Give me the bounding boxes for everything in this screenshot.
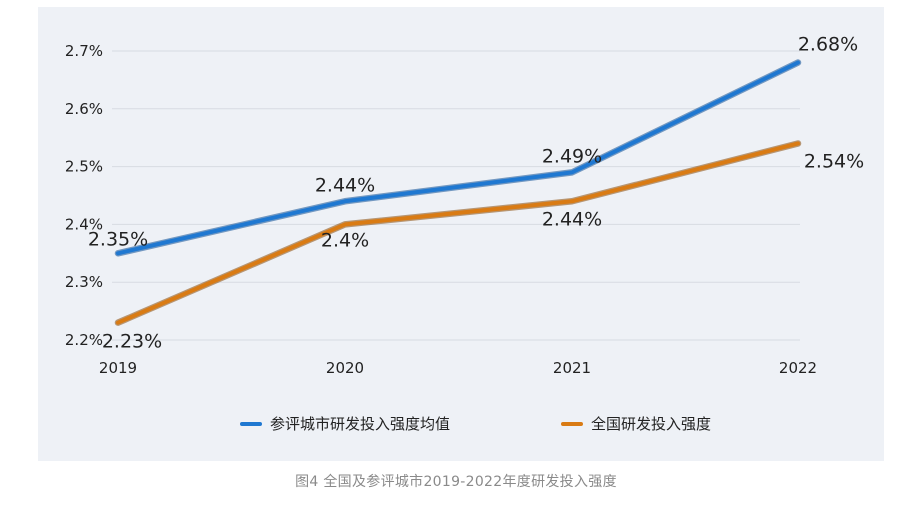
data-label: 2.44%: [542, 208, 602, 230]
x-tick-label: 2019: [99, 359, 137, 377]
data-label: 2.4%: [321, 229, 369, 251]
legend-item-series-2: 全国研发投入强度: [561, 413, 711, 434]
gridlines: [112, 50, 800, 341]
legend-swatch-series-1: [240, 421, 262, 426]
y-tick-label: 2.5%: [65, 158, 103, 176]
data-label: 2.44%: [315, 174, 375, 196]
y-tick-label: 2.7%: [65, 42, 103, 60]
line-chart: 2.2% 2.3% 2.4% 2.5% 2.6% 2.7% 2019 2020 2021 202…: [65, 34, 864, 377]
legend-swatch-series-2: [561, 421, 583, 426]
legend-label-series-2: 全国研发投入强度: [591, 415, 712, 433]
y-tick-label: 2.3%: [65, 273, 103, 291]
y-tick-label: 2.2%: [65, 331, 103, 349]
series-line-2: [116, 141, 800, 325]
figure-caption: 图4 全国及参评城市2019-2022年度研发投入强度: [295, 474, 617, 490]
data-labels: 2.35% 2.44% 2.49% 2.68% 2.23% 2.4% 2.44% 2.54%: [88, 34, 864, 353]
x-tick-label: 2021: [553, 359, 591, 377]
legend-item-series-1: 参评城市研发投入强度均值: [240, 413, 450, 434]
series-lines: [114, 59, 802, 326]
y-axis-ticks: 2.2% 2.3% 2.4% 2.5% 2.6% 2.7%: [65, 42, 103, 349]
data-label: 2.68%: [798, 34, 858, 56]
x-tick-label: 2022: [779, 359, 817, 377]
legend-label-series-1: 参评城市研发投入强度均值: [270, 415, 451, 433]
series-line-1: [116, 60, 800, 256]
y-tick-label: 2.4%: [65, 215, 103, 233]
data-label: 2.49%: [542, 145, 602, 167]
legend: 参评城市研发投入强度均值 全国研发投入强度: [0, 413, 912, 437]
chart-panel: [38, 7, 884, 461]
data-label: 2.23%: [102, 331, 162, 353]
x-axis-ticks: 2019 2020 2021 2022: [99, 359, 817, 377]
data-label: 2.54%: [804, 150, 864, 172]
x-tick-label: 2020: [326, 359, 364, 377]
y-tick-label: 2.6%: [65, 100, 103, 118]
data-label: 2.35%: [88, 228, 148, 250]
